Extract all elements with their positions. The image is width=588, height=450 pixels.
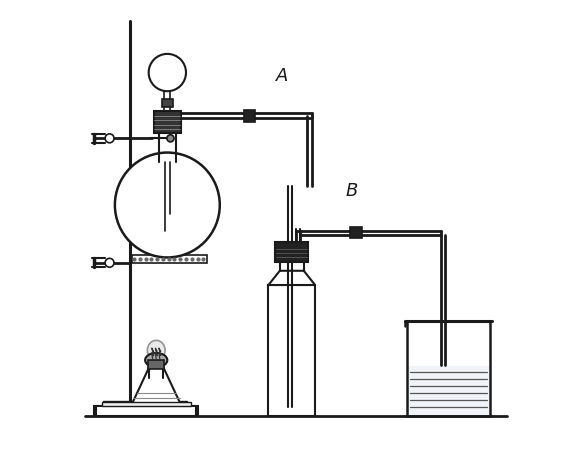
- Bar: [96, 406, 196, 416]
- Circle shape: [115, 153, 220, 257]
- Ellipse shape: [145, 353, 168, 367]
- Circle shape: [149, 54, 186, 91]
- Circle shape: [167, 135, 174, 142]
- Bar: [244, 110, 255, 122]
- Bar: [350, 227, 362, 238]
- Bar: [103, 400, 188, 406]
- Bar: [94, 406, 198, 416]
- Polygon shape: [269, 271, 315, 285]
- Bar: [132, 255, 208, 263]
- Circle shape: [105, 134, 114, 143]
- Bar: [275, 242, 308, 262]
- Bar: [102, 402, 191, 406]
- Text: A: A: [276, 67, 289, 85]
- Bar: [408, 365, 489, 415]
- Bar: [162, 99, 173, 107]
- Bar: [148, 360, 164, 369]
- Circle shape: [105, 258, 114, 267]
- Bar: [153, 111, 181, 134]
- Ellipse shape: [148, 340, 165, 360]
- Text: B: B: [345, 182, 358, 200]
- Polygon shape: [129, 367, 183, 410]
- Bar: [269, 285, 315, 416]
